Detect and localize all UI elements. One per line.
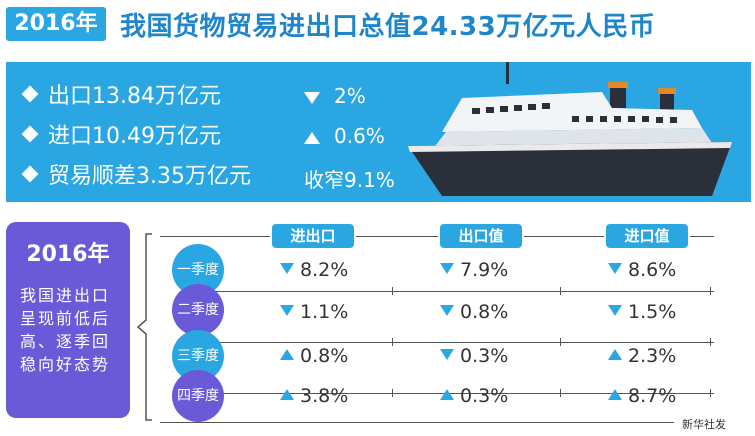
tick-mark — [710, 338, 711, 346]
summary-change-import: 0.6% — [304, 124, 385, 148]
tick-mark — [392, 287, 393, 295]
note-box: 2016年 我国进出口呈现前低后高、逐季回稳向好态势 — [6, 222, 130, 418]
quarter-label-q4: 四季度 — [172, 370, 224, 422]
note-year: 2016年 — [26, 242, 110, 267]
diamond-bullet-icon — [21, 165, 39, 183]
up-arrow-icon — [440, 389, 454, 400]
cell-q1-import: 8.6% — [608, 259, 676, 281]
cell-q3-export: 0.3% — [440, 345, 508, 367]
summary-row-import: 进口10.49万亿元 — [21, 118, 221, 158]
cargo-ship-icon — [408, 62, 732, 196]
cell-q2-import: 1.5% — [608, 301, 676, 323]
table-rule — [200, 342, 714, 343]
cell-q4-total: 3.8% — [280, 385, 348, 407]
column-header-export: 出口值 — [440, 224, 522, 248]
summary-row-surplus: 贸易顺差3.35万亿元 — [21, 158, 251, 198]
cell-q3-import: 2.3% — [608, 345, 676, 367]
table-rule — [356, 236, 438, 237]
down-arrow-icon — [280, 305, 294, 316]
column-header-import: 进口值 — [606, 224, 688, 248]
tick-mark — [560, 287, 561, 295]
up-arrow-icon — [608, 389, 622, 400]
up-arrow-icon — [608, 349, 622, 360]
cell-q2-export: 0.8% — [440, 301, 508, 323]
quarter-label-q2: 二季度 — [172, 284, 224, 336]
up-arrow-icon — [280, 389, 294, 400]
down-arrow-icon — [440, 263, 454, 274]
table-rule — [690, 236, 714, 237]
summary-row-export: 出口13.84万亿元 — [21, 78, 221, 118]
summary-change-surplus: 收窄9.1% — [304, 168, 395, 192]
down-arrow-icon — [608, 305, 622, 316]
down-arrow-icon — [440, 305, 454, 316]
table-rule — [524, 236, 604, 237]
cell-q4-import: 8.7% — [608, 385, 676, 407]
tick-mark — [710, 287, 711, 295]
tick-mark — [392, 389, 393, 397]
table-rule — [200, 393, 714, 394]
up-arrow-icon — [304, 131, 320, 144]
down-arrow-icon — [280, 263, 294, 274]
cell-q1-export: 7.9% — [440, 259, 508, 281]
column-header-total: 进出口 — [272, 224, 354, 248]
cell-q4-export: 0.3% — [440, 385, 508, 407]
credit-text: 新华社发 — [682, 418, 726, 431]
cell-q3-total: 0.8% — [280, 345, 348, 367]
title-bar: 2016年 我国货物贸易进出口总值24.33万亿元人民币 — [0, 0, 755, 52]
note-text: 我国进出口呈现前低后高、逐季回稳向好态势 — [20, 286, 111, 374]
tick-mark — [392, 338, 393, 346]
down-arrow-icon — [608, 263, 622, 274]
summary-label: 出口13.84万亿元 — [48, 84, 221, 109]
summary-panel: 出口13.84万亿元 2% 进口10.49万亿元 0.6% 贸易顺差3.35万亿… — [6, 62, 751, 202]
up-arrow-icon — [280, 349, 294, 360]
table-rule — [160, 236, 270, 237]
table-rule — [160, 422, 674, 423]
tick-mark — [560, 338, 561, 346]
title-year-badge: 2016年 — [6, 7, 106, 41]
bracket-icon — [136, 233, 152, 421]
summary-label: 进口10.49万亿元 — [48, 124, 221, 149]
cell-q2-total: 1.1% — [280, 301, 348, 323]
page-title: 我国货物贸易进出口总值24.33万亿元人民币 — [120, 12, 656, 42]
tick-mark — [560, 389, 561, 397]
summary-change-export: 2% — [304, 84, 366, 108]
down-arrow-icon — [440, 349, 454, 360]
down-arrow-icon — [304, 91, 320, 104]
summary-label: 贸易顺差3.35万亿元 — [48, 164, 251, 189]
cell-q1-total: 8.2% — [280, 259, 348, 281]
tick-mark — [710, 389, 711, 397]
diamond-bullet-icon — [21, 125, 39, 143]
diamond-bullet-icon — [21, 85, 39, 103]
table-rule — [200, 291, 714, 292]
